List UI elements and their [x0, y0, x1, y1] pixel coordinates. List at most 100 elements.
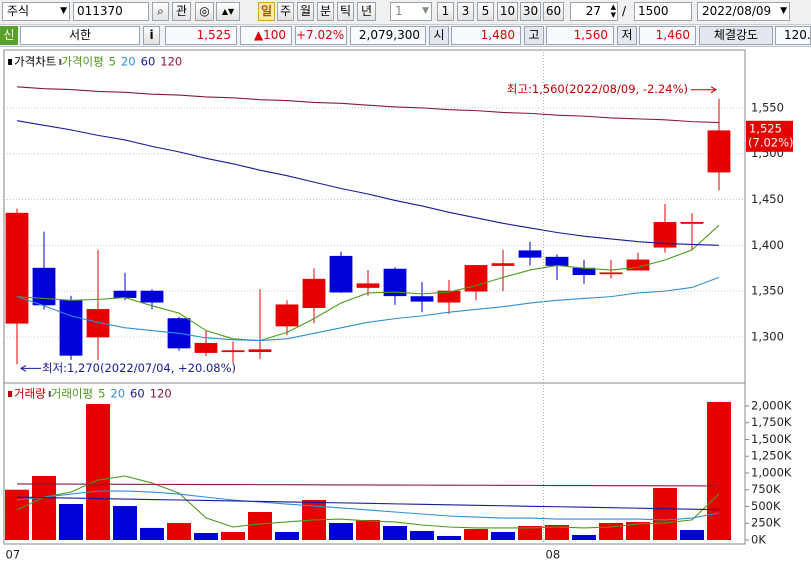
- volume: 2,079,300: [350, 26, 426, 45]
- ma-line: [16, 276, 720, 342]
- candle-body: [248, 349, 272, 352]
- candle-body: [86, 309, 110, 338]
- candle-body: [329, 255, 353, 293]
- unit-button[interactable]: 3: [457, 2, 474, 21]
- volume-bar: [140, 527, 164, 540]
- high-annotation: 최고:1,560(2022/08/09, -2.24%): [507, 82, 688, 96]
- dropdown-icon: ▼: [422, 6, 429, 16]
- price: 1,525: [165, 26, 237, 45]
- legend-marker: [48, 391, 51, 397]
- ma-line: [16, 120, 720, 246]
- badge: 신: [0, 26, 18, 45]
- unit-button[interactable]: 5: [477, 2, 494, 21]
- y-tick-label: 750K: [751, 482, 781, 496]
- volume-bar: [680, 530, 704, 540]
- date-select[interactable]: 2022/08/09 ▼: [697, 2, 790, 21]
- y-tick-label: 1,400: [751, 238, 784, 252]
- candle-body: [59, 299, 83, 356]
- count-input[interactable]: 27 ▲ ▼: [570, 2, 618, 21]
- period-button[interactable]: 년: [357, 2, 376, 21]
- legend-marker: [8, 391, 12, 397]
- ma-line: [16, 475, 720, 529]
- volume-bar: [32, 476, 56, 540]
- unit-button[interactable]: 10: [497, 2, 518, 21]
- candle-body: [5, 212, 29, 324]
- volume-bar: [410, 531, 434, 540]
- label: 체결강도: [699, 26, 773, 45]
- volume-bar: [545, 524, 569, 540]
- volume-bar: [626, 521, 650, 540]
- volume-bar: [194, 533, 218, 540]
- search-button[interactable]: ⌕: [152, 2, 169, 21]
- unit-button[interactable]: 30: [520, 2, 541, 21]
- period-button[interactable]: 분: [317, 2, 334, 21]
- x-tick-label: 08: [546, 548, 561, 562]
- low-price: 1,460: [639, 26, 696, 45]
- candle-body: [707, 130, 731, 173]
- high-price: 1,560: [546, 26, 614, 45]
- volume-bar: [5, 489, 29, 540]
- y-tick-label: 2,000K: [751, 398, 792, 412]
- candle-body: [221, 350, 245, 353]
- market-select[interactable]: 주식 ▼: [2, 2, 70, 21]
- unit-button[interactable]: 60: [543, 2, 564, 21]
- candle-body: [140, 290, 164, 303]
- candle-body: [302, 278, 326, 309]
- x-tick-label: 07: [6, 548, 21, 562]
- market: 주식: [7, 4, 30, 18]
- dropdown-icon: ▼: [60, 6, 67, 16]
- candle-body: [113, 290, 137, 298]
- ma-line: [16, 496, 720, 511]
- dropdown-icon: ▼: [780, 6, 787, 16]
- ma-line: [16, 483, 720, 487]
- candle-body: [32, 267, 56, 306]
- count: 27: [585, 4, 601, 18]
- panel-frame: [3, 49, 746, 385]
- ma-line: [16, 86, 720, 124]
- total-input[interactable]: 1500: [634, 2, 692, 21]
- separator: /: [622, 4, 627, 18]
- scroll-button[interactable]: ▲▼: [216, 2, 240, 21]
- legend-entry: 5: [98, 387, 105, 401]
- volume-bar: [356, 519, 380, 540]
- label: 고: [524, 26, 544, 45]
- candle-body: [653, 222, 677, 248]
- info-button[interactable]: i: [143, 26, 160, 45]
- y-tick-label: 1,750K: [751, 415, 792, 429]
- strength: 120.3: [775, 26, 811, 45]
- y-tick-label: 1,350: [751, 284, 784, 298]
- legend-title: 거래이평: [51, 387, 93, 401]
- period-button[interactable]: 일: [258, 2, 275, 21]
- ma-line: [16, 490, 720, 521]
- period-button[interactable]: 월: [297, 2, 314, 21]
- unit-button[interactable]: 1: [437, 2, 454, 21]
- candle-body: [518, 250, 542, 258]
- candle-body: [680, 222, 704, 224]
- last-price: 1,525: [749, 121, 782, 135]
- volume-bar: [464, 529, 488, 540]
- volume-bar: [518, 525, 542, 540]
- period-button[interactable]: 틱: [337, 2, 354, 21]
- legend-entry: 20: [121, 55, 136, 69]
- legend-entry: 60: [141, 55, 156, 69]
- last-price-box: [746, 120, 793, 152]
- candle-body: [545, 256, 569, 266]
- candle-body: [599, 272, 623, 275]
- tool-button[interactable]: ◎: [195, 2, 214, 21]
- unit-select[interactable]: 1 ▼: [390, 2, 432, 21]
- code-input[interactable]: 011370: [73, 2, 149, 21]
- y-tick-label: 0K: [751, 533, 766, 547]
- spinner: ▲ ▼: [610, 3, 616, 19]
- candle-body: [275, 304, 299, 327]
- candle-body: [626, 259, 650, 271]
- legend-title: 거래량: [14, 387, 46, 401]
- fav-button[interactable]: 관: [172, 2, 191, 21]
- volume-bar: [167, 522, 191, 540]
- volume-bar: [491, 531, 515, 540]
- volume-bar: [221, 531, 245, 540]
- candle-body: [464, 265, 488, 292]
- volume-bar: [437, 535, 461, 540]
- period-button[interactable]: 주: [277, 2, 294, 21]
